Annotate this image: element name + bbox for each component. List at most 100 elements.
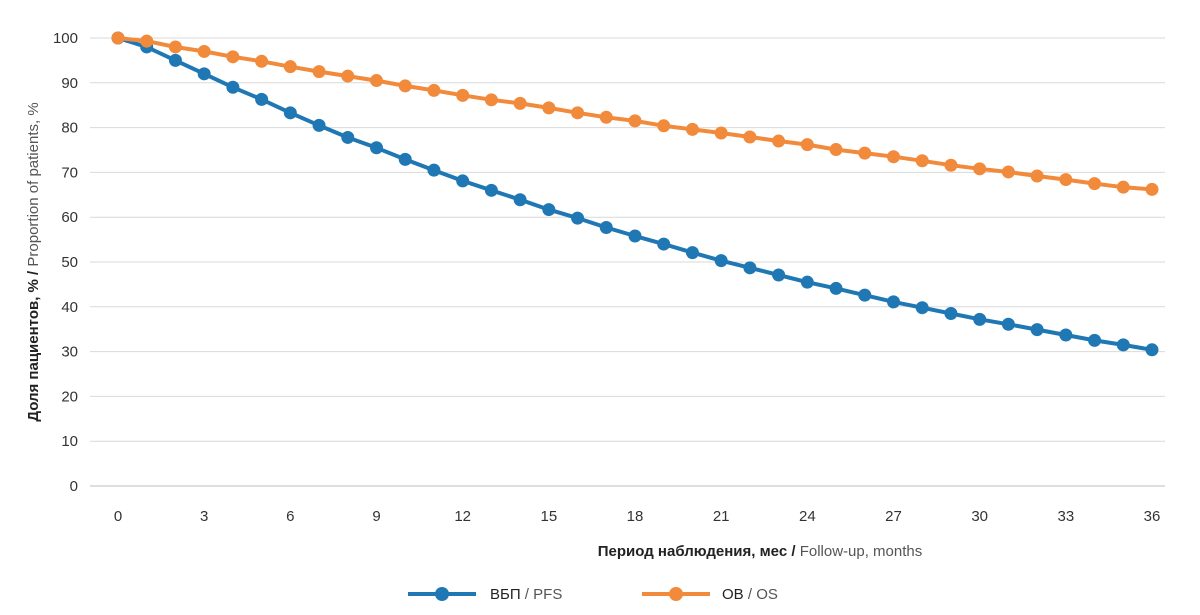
data-point-os — [542, 101, 556, 115]
data-point-pfs — [226, 80, 240, 94]
data-point-pfs — [312, 118, 326, 132]
data-point-os — [1088, 177, 1102, 191]
data-point-os — [944, 158, 958, 172]
data-point-pfs — [1088, 333, 1102, 347]
series-line-pfs — [116, 36, 1154, 352]
data-point-os — [111, 31, 125, 45]
y-tick-label: 80 — [61, 120, 78, 137]
data-point-os — [140, 34, 154, 48]
data-point-pfs — [283, 106, 297, 120]
x-tick-label: 36 — [1144, 508, 1161, 525]
x-tick-label: 9 — [372, 508, 380, 525]
data-point-os — [341, 69, 355, 83]
gridlines — [90, 37, 1165, 487]
data-point-pfs — [657, 237, 671, 251]
legend-label-os: ОВ / OS — [722, 586, 778, 603]
data-point-os — [1116, 180, 1130, 194]
data-point-pfs — [1001, 317, 1015, 331]
data-point-os — [1145, 182, 1159, 196]
legend-item-os[interactable]: ОВ / OS — [642, 586, 778, 603]
series-layer — [111, 31, 1159, 357]
series-pfs — [111, 31, 1159, 357]
y-tick-label: 20 — [61, 388, 78, 405]
data-point-pfs — [1030, 323, 1044, 337]
data-point-os — [685, 122, 699, 136]
data-point-pfs — [743, 261, 757, 275]
data-point-os — [599, 110, 613, 124]
data-point-os — [312, 65, 326, 79]
x-tick-label: 6 — [286, 508, 294, 525]
data-point-pfs — [829, 281, 843, 295]
data-point-os — [513, 96, 527, 110]
data-point-pfs — [915, 301, 929, 315]
y-tick-label: 100 — [53, 30, 78, 47]
data-point-pfs — [168, 53, 182, 67]
y-axis-title: Доля пациентов, % / Proportion of patien… — [25, 102, 42, 421]
data-point-os — [858, 146, 872, 160]
legend-item-pfs[interactable]: ВБП / PFS — [408, 586, 562, 603]
data-point-os — [370, 74, 383, 88]
data-point-pfs — [628, 229, 642, 243]
data-point-pfs — [772, 268, 786, 282]
data-point-os — [255, 54, 269, 68]
data-point-pfs — [800, 275, 814, 289]
x-tick-label: 3 — [200, 508, 208, 525]
data-point-pfs — [484, 183, 498, 197]
data-point-os — [800, 138, 814, 152]
data-point-pfs — [887, 295, 900, 309]
data-point-pfs — [1145, 343, 1159, 357]
x-tick-label: 18 — [627, 508, 644, 525]
x-tick-label: 12 — [454, 508, 471, 525]
series-line-os — [116, 36, 1154, 192]
data-point-os — [657, 119, 671, 133]
data-point-pfs — [944, 307, 958, 321]
data-point-pfs — [370, 141, 383, 155]
data-point-os — [973, 162, 987, 176]
data-point-os — [1059, 173, 1073, 187]
data-point-pfs — [341, 130, 355, 144]
data-point-pfs — [255, 92, 269, 106]
data-point-pfs — [571, 211, 585, 225]
data-point-os — [1030, 169, 1044, 183]
data-point-pfs — [1116, 338, 1130, 352]
legend-label-pfs: ВБП / PFS — [490, 586, 562, 603]
legend-swatch-os-marker — [669, 587, 683, 601]
data-point-os — [226, 50, 240, 64]
x-tick-label: 27 — [885, 508, 902, 525]
y-tick-label: 30 — [61, 344, 78, 361]
data-point-pfs — [513, 193, 527, 207]
data-point-os — [484, 93, 498, 107]
series-os — [111, 31, 1159, 196]
data-point-os — [829, 143, 843, 157]
y-axis-ticks: 0 10 20 30 40 50 60 70 80 90 100 — [53, 30, 78, 495]
x-tick-label: 33 — [1057, 508, 1074, 525]
data-point-os — [427, 83, 441, 97]
y-tick-label: 70 — [61, 164, 78, 181]
data-point-pfs — [685, 246, 699, 260]
data-point-pfs — [1059, 328, 1073, 342]
data-point-pfs — [398, 152, 412, 166]
data-point-os — [743, 130, 757, 144]
data-point-os — [628, 114, 642, 128]
data-point-pfs — [858, 288, 872, 302]
legend-swatch-pfs-marker — [435, 587, 449, 601]
data-point-os — [168, 40, 182, 54]
y-tick-label: 60 — [61, 209, 78, 226]
data-point-os — [1001, 165, 1015, 179]
data-point-pfs — [973, 312, 987, 326]
x-tick-label: 0 — [114, 508, 122, 525]
data-point-os — [772, 134, 786, 148]
legend: ВБП / PFS ОВ / OS — [408, 586, 778, 603]
data-point-os — [398, 79, 412, 93]
data-point-pfs — [197, 67, 211, 81]
data-point-os — [197, 44, 211, 58]
data-point-pfs — [714, 254, 728, 268]
y-tick-label: 0 — [70, 478, 78, 495]
data-point-os — [456, 88, 470, 102]
y-tick-label: 50 — [61, 254, 78, 271]
x-axis-title: Период наблюдения, мес / Follow-up, mont… — [598, 543, 923, 560]
x-tick-label: 21 — [713, 508, 730, 525]
data-point-os — [915, 154, 929, 168]
y-tick-label: 90 — [61, 75, 78, 92]
